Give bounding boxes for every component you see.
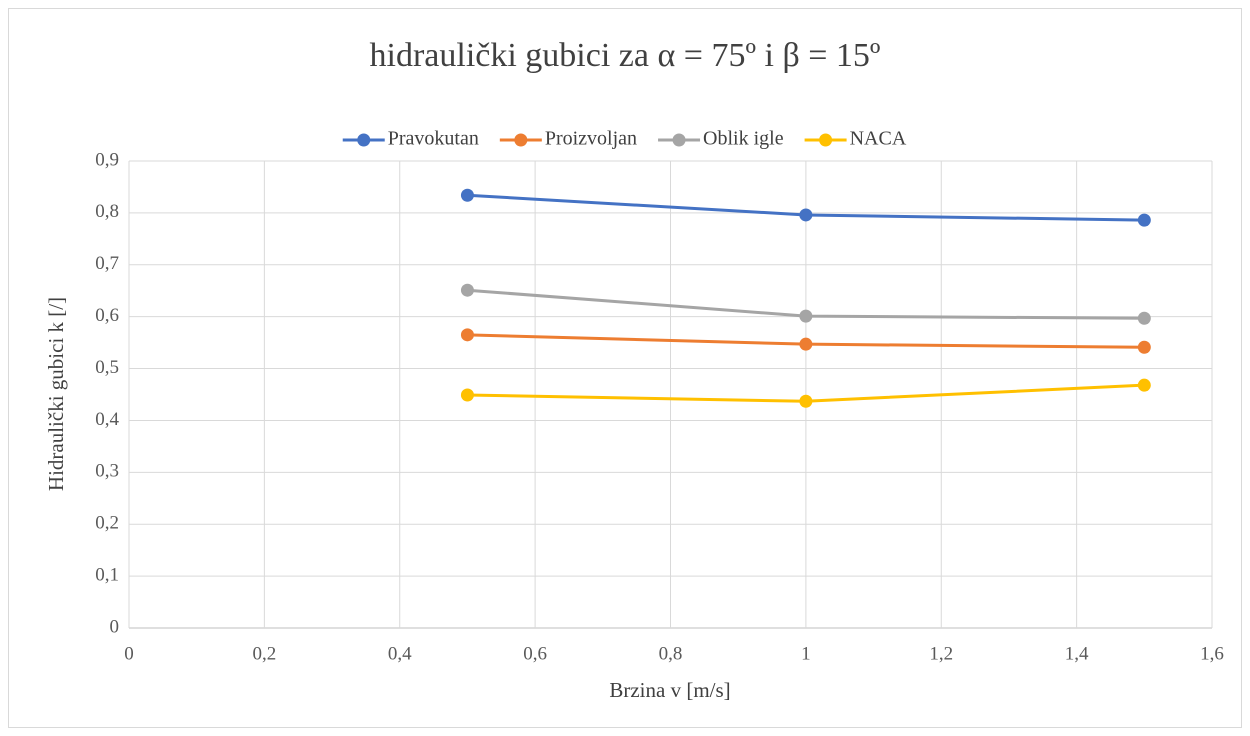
y-tick-label: 0,2 [95, 513, 119, 534]
data-point [460, 283, 474, 297]
data-point [1137, 311, 1151, 325]
y-tick-label: 0,4 [95, 409, 119, 430]
data-point [460, 328, 474, 342]
legend-label: Proizvoljan [545, 128, 637, 150]
data-point [1137, 340, 1151, 354]
legend-label: Oblik igle [703, 128, 784, 150]
x-tick-label: 1,6 [1200, 643, 1224, 664]
legend-marker [672, 133, 686, 147]
chart-title: hidraulički gubici za α = 75º i β = 15º [370, 37, 881, 74]
data-point [799, 208, 813, 222]
chart-border [8, 8, 1242, 728]
legend-marker [357, 133, 371, 147]
data-point [1137, 378, 1151, 392]
legend-label: NACA [850, 128, 907, 150]
y-tick-label: 0,5 [95, 357, 119, 378]
x-axis-title: Brzina v [m/s] [609, 678, 730, 702]
x-tick-label: 0 [124, 643, 134, 664]
x-tick-label: 0,8 [659, 643, 683, 664]
data-point [460, 388, 474, 402]
y-tick-label: 0,3 [95, 461, 119, 482]
x-tick-label: 0,4 [388, 643, 412, 664]
x-tick-label: 0,6 [523, 643, 547, 664]
legend-marker [819, 133, 833, 147]
y-tick-label: 0,7 [95, 253, 119, 274]
data-point [799, 337, 813, 351]
data-point [799, 309, 813, 323]
data-point [460, 188, 474, 202]
legend-marker [514, 133, 528, 147]
data-point [1137, 213, 1151, 227]
data-point [799, 394, 813, 408]
y-tick-label: 0,9 [95, 149, 119, 170]
y-tick-label: 0 [110, 616, 120, 637]
y-tick-label: 0,6 [95, 305, 119, 326]
x-tick-label: 1,4 [1065, 643, 1089, 664]
y-axis-title: Hidraulički gubici k [/] [44, 297, 68, 491]
x-tick-label: 1,2 [929, 643, 953, 664]
x-tick-label: 1 [801, 643, 811, 664]
legend-label: Pravokutan [388, 128, 479, 150]
x-tick-label: 0,2 [253, 643, 277, 664]
y-tick-label: 0,1 [95, 564, 119, 585]
y-tick-label: 0,8 [95, 201, 119, 222]
